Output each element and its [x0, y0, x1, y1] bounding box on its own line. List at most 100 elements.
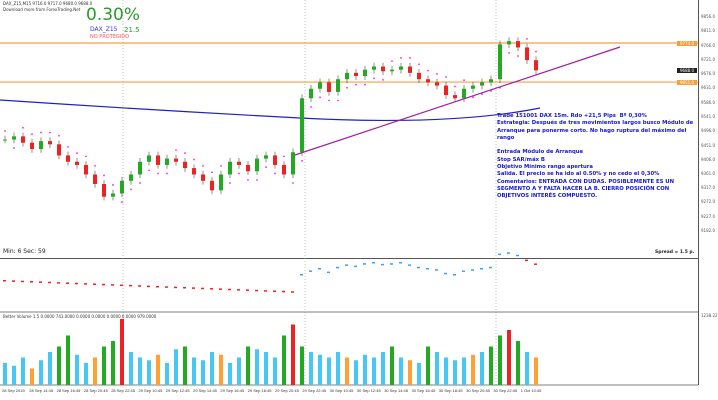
- candle-body: [363, 69, 367, 77]
- sar-dot: [184, 152, 186, 155]
- volume-bar: [237, 357, 241, 385]
- volume-bar: [444, 357, 448, 385]
- sar-dot: [211, 171, 213, 174]
- volume-bar: [489, 346, 493, 385]
- sar-dot: [256, 178, 258, 181]
- candle-body: [480, 82, 484, 86]
- candle-body: [444, 85, 448, 96]
- x-tick-label: 29 Sep 14:45: [193, 388, 217, 393]
- candle-body: [120, 180, 124, 194]
- x-tick-label: 30 Sep 22:45: [493, 388, 518, 393]
- volume-bar: [399, 357, 403, 385]
- candle-body: [291, 152, 295, 175]
- price-label-current: 9688.0: [677, 67, 697, 73]
- candle-body: [156, 155, 160, 165]
- volume-bar: [381, 352, 385, 385]
- price-chart[interactable]: [0, 0, 698, 259]
- indicator-dot: [183, 287, 186, 289]
- sar-dot: [76, 152, 78, 155]
- indicator-dot: [444, 272, 447, 275]
- indicator-dot: [309, 270, 312, 272]
- indicator-dot: [390, 263, 393, 265]
- note-line: Stop SAR/máx B: [497, 156, 545, 163]
- volume-bar: [498, 335, 502, 385]
- sar-dot: [517, 55, 519, 57]
- candle-body: [129, 174, 133, 181]
- indicator-dot: [237, 289, 240, 291]
- candle-body: [66, 155, 70, 162]
- candle-body: [381, 66, 385, 72]
- sar-dot: [436, 72, 438, 75]
- candle-body: [264, 155, 268, 159]
- candle-body: [309, 88, 313, 99]
- candle-body: [507, 41, 511, 45]
- indicator-dot: [345, 264, 348, 266]
- candle-body: [255, 158, 259, 172]
- candle-body: [273, 155, 277, 165]
- volume-bar: [255, 349, 259, 385]
- volume-bar: [57, 346, 61, 385]
- indicator-dot: [264, 290, 267, 292]
- x-tick-label: 28 Sep 20:45: [83, 388, 108, 393]
- price-label-level_high: 9774.0: [677, 40, 697, 46]
- candle-body: [390, 69, 394, 72]
- indicator-dot: [219, 288, 222, 290]
- indicator-dot: [30, 281, 33, 283]
- volume-bar: [246, 346, 250, 385]
- volume-bar: [363, 354, 367, 385]
- candle-body: [12, 136, 16, 140]
- y-tick-label: 9721.0: [701, 56, 715, 62]
- candle-body: [39, 141, 43, 150]
- sar-dot: [481, 93, 483, 96]
- candle-body: [84, 164, 88, 175]
- volume-axis-label: 1238.22: [701, 313, 718, 318]
- candle-body: [192, 168, 196, 175]
- volume-title: Better Volume 1.5 0.0000 743.0000 0.0000…: [3, 314, 157, 319]
- indicator-dot: [57, 282, 60, 284]
- x-tick-label: 30 Sep 16:45: [411, 388, 436, 393]
- volume-bar: [471, 354, 475, 385]
- pips-label: 21.5: [124, 25, 140, 34]
- indicator-dot: [372, 262, 375, 264]
- volume-bar: [435, 352, 439, 385]
- candle-body: [183, 161, 187, 169]
- volume-bar: [534, 357, 538, 385]
- note-line: Salida. El precio se ha ido al 0.50% y n…: [497, 171, 660, 178]
- volume-bar: [327, 357, 331, 385]
- indicator-dot: [453, 274, 456, 276]
- indicator-dot: [489, 266, 492, 269]
- sar-dot: [247, 178, 249, 181]
- note-line: Entrada Módulo de Arranque: [497, 149, 584, 156]
- sar-dot: [472, 96, 474, 99]
- indicator-dot: [48, 281, 51, 284]
- sar-dot: [346, 86, 348, 89]
- x-tick-label: 28 Sep 16:45: [56, 388, 81, 393]
- candle-body: [57, 144, 61, 156]
- sar-dot: [508, 51, 510, 54]
- volume-bar: [426, 346, 430, 385]
- candle-body: [219, 174, 223, 191]
- sar-dot: [31, 133, 33, 136]
- indicator-dot: [75, 282, 78, 285]
- y-tick-label: 9182.0: [701, 227, 715, 233]
- indicator-dot: [282, 290, 285, 293]
- x-tick-label: 30 Sep 10:45: [329, 388, 354, 393]
- volume-bar: [408, 360, 412, 385]
- x-tick-label: 28 Sep 2015: [2, 388, 25, 393]
- volume-bar: [273, 357, 277, 385]
- x-tick-label: 30 Sep 18:45: [438, 388, 463, 393]
- indicator-dot: [462, 270, 465, 272]
- volume-bar: [138, 357, 142, 385]
- sar-dot: [445, 76, 447, 78]
- candle-body: [282, 164, 286, 175]
- sar-dot: [454, 85, 456, 88]
- volume-bar: [3, 363, 7, 385]
- sar-dot: [13, 147, 15, 150]
- volume-bar: [147, 360, 151, 385]
- profit-percent: 0.30%: [86, 5, 141, 25]
- price-axis[interactable]: 9856.0 9811.0 9766.0 9721.0 9676.0 9631.0 9586…: [698, 0, 718, 385]
- volume-bar: [417, 363, 421, 385]
- y-tick-label: 9631.0: [701, 85, 715, 91]
- y-tick-label: 9451.0: [701, 142, 715, 148]
